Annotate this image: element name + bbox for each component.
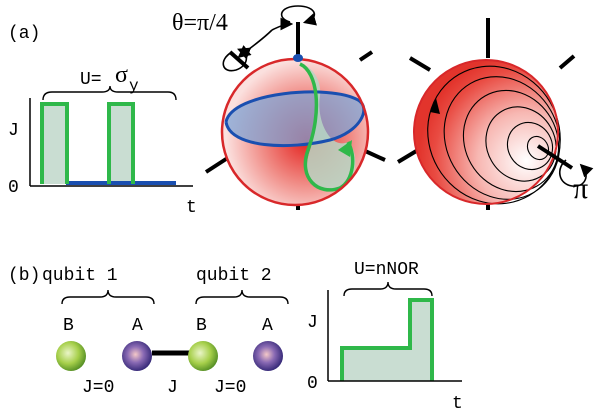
u-symbol: σ	[115, 62, 128, 88]
site-label-2: A	[132, 316, 143, 336]
site-label-3: B	[196, 316, 207, 336]
qubit2-label: qubit 2	[196, 266, 272, 286]
site-qubit2-b	[188, 341, 218, 371]
rotation-plane-green	[300, 64, 356, 192]
u-nnor-label: U=nNOR	[354, 260, 419, 280]
theta-label: θ=π/4	[172, 10, 228, 36]
pulse-b-fill	[342, 300, 432, 381]
equator-ring-blue	[224, 90, 366, 148]
y-zero-a: 0	[8, 178, 19, 198]
pulse-a-2-fill	[109, 104, 133, 184]
rotation-arrow-pi	[559, 159, 594, 187]
trajectory-green	[299, 62, 355, 192]
x-axis-label-a: t	[186, 198, 197, 218]
pulse-plot-b: J 0 t	[307, 290, 463, 412]
precession-arrow	[430, 98, 440, 114]
panel-b-label: (b)	[8, 266, 40, 286]
y-zero-b: 0	[307, 374, 318, 394]
u-prefix: U=	[80, 70, 102, 90]
site-label-4: A	[262, 316, 273, 336]
site-label-1: B	[63, 316, 74, 336]
pi-label: π	[573, 172, 588, 205]
coupling-mid-label: J	[167, 378, 178, 398]
pulse-plot-a: J 0 t	[8, 98, 197, 218]
u-sigma-label: U= σ y	[80, 62, 139, 95]
brace-b	[343, 281, 433, 297]
site-qubit1-a	[122, 341, 152, 371]
qubit1-label: qubit 1	[42, 266, 118, 286]
equator-plane-blue	[226, 91, 364, 146]
panel-a-label: (a)	[8, 24, 40, 44]
site-qubit1-b	[56, 341, 86, 371]
u-subscript: y	[129, 77, 139, 95]
bloch-sphere-left	[204, 5, 386, 210]
brace-a	[42, 85, 177, 101]
brace-qubit1	[61, 289, 155, 305]
sphere-right-rim	[413, 59, 559, 205]
pulse-b-trace	[340, 298, 434, 381]
y-axis-label-b: J	[307, 313, 318, 333]
pulse-a-1-fill	[42, 104, 67, 184]
site-qubit2-a	[253, 341, 283, 371]
bloch-sphere-right	[396, 18, 594, 210]
sphere-right-body	[414, 60, 558, 204]
brace-qubit2	[195, 289, 289, 305]
trajectory-arrow	[338, 140, 352, 157]
precession-rings	[427, 65, 561, 205]
north-pole-dot	[293, 54, 303, 62]
x-axis-label-b: t	[452, 394, 463, 412]
y-axis-label-a: J	[8, 121, 19, 141]
coupling-right-label: J=0	[214, 378, 246, 398]
theta-curve-arrow	[237, 29, 273, 58]
pulse-a-trace	[40, 102, 135, 184]
rotation-arrow-top	[280, 5, 317, 26]
coupling-left-label: J=0	[82, 378, 114, 398]
